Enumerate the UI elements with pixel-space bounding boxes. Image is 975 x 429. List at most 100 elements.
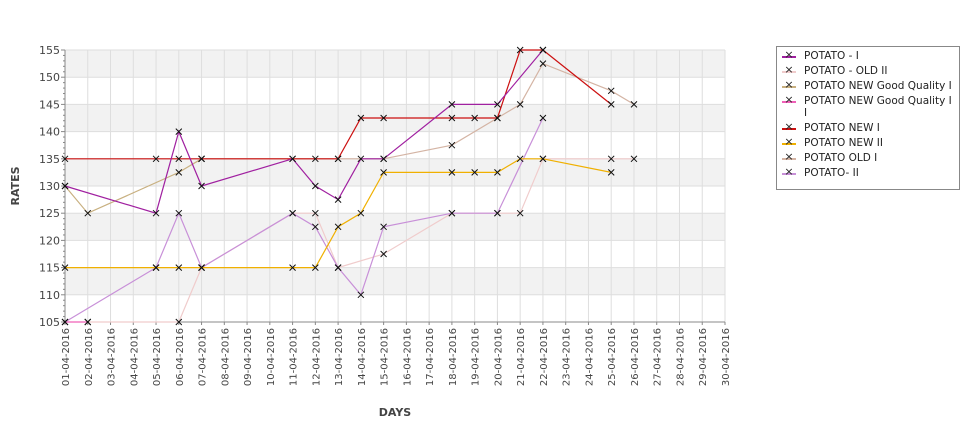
plot-band (65, 294, 725, 322)
x-axis-title: DAYS (379, 406, 412, 419)
x-tick-label: 05-04-2016 (152, 328, 163, 386)
series-line (64, 158, 202, 214)
x-tick-label: 30-04-2016 (721, 328, 732, 386)
x-tick-label: 01-04-2016 (61, 328, 72, 386)
legend-label: POTATO NEW Good Quality I (804, 80, 952, 92)
data-point-marker (175, 264, 183, 271)
data-point-marker (380, 155, 387, 163)
legend-marker-icon: × (780, 166, 798, 179)
legend-marker-icon: × (780, 79, 798, 92)
data-point-marker (471, 169, 479, 176)
x-tick-label: 11-04-2016 (289, 328, 300, 386)
data-point-marker (198, 155, 205, 163)
x-tick-label: 26-04-2016 (630, 328, 641, 386)
legend-item: × POTATO - I (780, 49, 959, 62)
x-tick-label: 07-04-2016 (198, 328, 209, 386)
y-tick-label: 125 (39, 207, 60, 220)
data-point-marker (84, 209, 92, 217)
x-tick-label: 17-04-2016 (425, 328, 436, 386)
plot-band (65, 213, 725, 241)
data-point-marker (539, 114, 547, 122)
data-point-marker (607, 101, 615, 108)
x-tick-label: 06-04-2016 (175, 328, 186, 386)
data-point-marker (289, 209, 296, 217)
data-point-marker (152, 209, 160, 217)
y-tick-label: 140 (39, 126, 60, 139)
x-tick-label: 02-04-2016 (84, 328, 95, 386)
data-point-marker (311, 182, 319, 190)
data-point-marker (494, 169, 501, 176)
plot-band (65, 267, 725, 295)
x-tick-label: 20-04-2016 (493, 328, 504, 386)
data-point-marker (198, 264, 205, 271)
plot-band (65, 240, 725, 268)
x-tick-label: 27-04-2016 (653, 328, 664, 386)
legend-item: × POTATO- II (780, 166, 959, 179)
data-point-marker (516, 101, 524, 108)
legend-marker-icon: × (780, 151, 798, 164)
x-tick-label: 29-04-2016 (698, 328, 709, 386)
legend-item: × POTATO NEW Good Quality I I (780, 94, 959, 119)
data-point-marker (494, 101, 501, 108)
data-point-marker (448, 101, 456, 108)
data-point-marker (471, 114, 479, 122)
data-point-marker (380, 223, 387, 231)
x-tick-label: 13-04-2016 (334, 328, 345, 386)
legend-label: POTATO NEW I (804, 122, 880, 134)
y-tick-label: 105 (39, 316, 60, 329)
data-point-marker (494, 209, 501, 217)
x-tick-label: 14-04-2016 (357, 328, 368, 386)
legend-label: POTATO - I (804, 50, 859, 62)
legend-label: POTATO NEW II (804, 137, 883, 149)
legend-label: POTATO - OLD II (804, 65, 888, 77)
legend-marker-icon: × (780, 136, 798, 149)
data-point-marker (334, 196, 342, 203)
data-point-marker (311, 264, 319, 271)
series-line (64, 49, 544, 214)
data-point-marker (289, 155, 296, 163)
y-axis-title: RATES (9, 166, 22, 205)
x-tick-label: 08-04-2016 (220, 328, 231, 386)
data-point-marker (175, 169, 183, 176)
legend: × POTATO - I × POTATO - OLD II × POTATO NEW G… (776, 46, 960, 190)
data-point-marker (380, 250, 387, 258)
x-tick-label: 22-04-2016 (539, 328, 550, 386)
data-point-marker (311, 209, 319, 217)
data-point-marker (334, 223, 342, 231)
data-point-marker (380, 114, 387, 122)
y-tick-label: 120 (39, 234, 60, 247)
legend-item: × POTATO NEW Good Quality I (780, 79, 959, 92)
x-tick-label: 21-04-2016 (516, 328, 527, 386)
data-point-marker (448, 169, 456, 176)
legend-marker-icon: × (780, 94, 798, 107)
legend-marker-icon: × (780, 49, 798, 62)
data-point-marker (175, 209, 183, 217)
data-point-marker (311, 155, 319, 163)
data-point-marker (289, 264, 296, 271)
data-point-marker (357, 114, 365, 122)
data-point-marker (516, 209, 524, 217)
data-point-marker (630, 101, 638, 108)
data-point-marker (61, 318, 69, 326)
data-point-marker (539, 155, 547, 163)
legend-item: × POTATO OLD I (780, 151, 959, 164)
x-tick-label: 24-04-2016 (584, 328, 595, 386)
plot-band (65, 131, 725, 159)
x-tick-label: 12-04-2016 (311, 328, 322, 386)
data-point-marker (539, 60, 547, 67)
x-tick-label: 18-04-2016 (448, 328, 459, 386)
legend-marker-icon: × (780, 64, 798, 77)
x-tick-label: 15-04-2016 (380, 328, 391, 386)
legend-item: × POTATO NEW II (780, 136, 959, 149)
x-tick-label: 04-04-2016 (129, 328, 140, 386)
data-point-marker (175, 128, 183, 135)
data-point-marker (61, 155, 69, 163)
y-tick-label: 135 (39, 153, 60, 166)
data-point-marker (357, 209, 365, 217)
legend-item: × POTATO - OLD II (780, 64, 959, 77)
data-point-marker (448, 114, 456, 122)
legend-label: POTATO- II (804, 167, 859, 179)
data-point-marker (448, 141, 456, 149)
x-tick-label: 03-04-2016 (107, 328, 118, 386)
